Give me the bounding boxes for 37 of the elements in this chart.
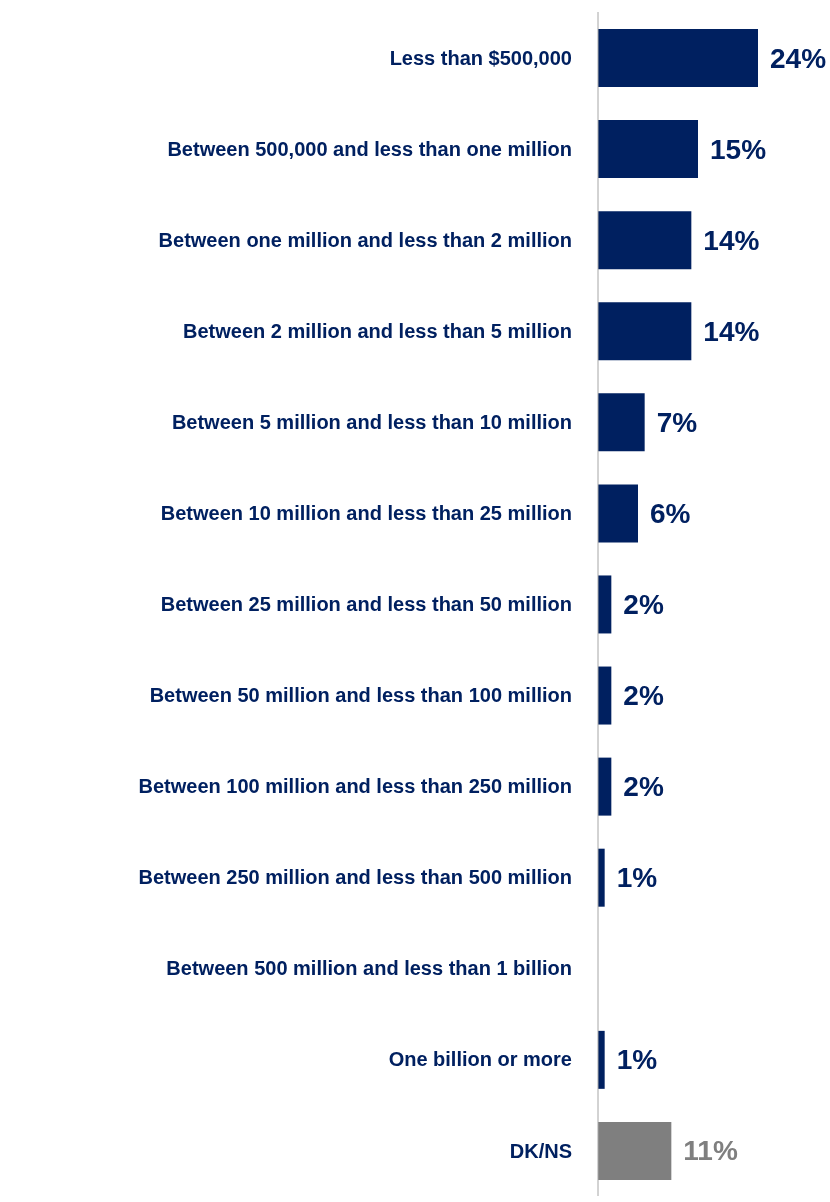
y-tick-label: Between 500 million and less than 1 billion: [166, 957, 572, 980]
data-label: 2%: [623, 680, 664, 712]
bar: [598, 1121, 672, 1180]
data-label: 11%: [683, 1135, 738, 1167]
bar: [598, 484, 638, 543]
bar: [598, 757, 612, 816]
y-tick-label: Between 250 million and less than 500 million: [138, 866, 572, 889]
data-label: 15%: [710, 133, 767, 165]
y-tick-label: DK/NS: [509, 1139, 572, 1162]
y-tick-label: Between 25 million and less than 50 million: [160, 593, 572, 616]
y-tick-label: Less than $500,000: [389, 46, 572, 69]
y-tick-label: Between 50 million and less than 100 million: [149, 684, 572, 707]
y-tick-label: Between 5 million and less than 10 million: [171, 410, 572, 433]
bar: [598, 1030, 605, 1089]
bar: [598, 120, 698, 179]
data-label: 24%: [770, 42, 827, 74]
y-tick-label: Between 10 million and less than 25 million: [160, 502, 572, 525]
y-tick-label: One billion or more: [388, 1048, 572, 1071]
bar: [598, 666, 612, 725]
bar: [598, 393, 645, 452]
data-label: 6%: [650, 497, 691, 529]
bar: [598, 211, 692, 270]
bar: [598, 302, 692, 361]
bar: [598, 575, 612, 634]
data-label: 1%: [616, 862, 658, 894]
y-tick-label: Between one million and less than 2 million: [158, 228, 572, 251]
y-tick-label: Between 2 million and less than 5 million: [183, 319, 572, 342]
y-tick-label: Between 100 million and less than 250 million: [138, 775, 572, 798]
data-label: 2%: [623, 771, 664, 803]
bar: [598, 29, 758, 87]
data-label: 14%: [703, 224, 760, 256]
data-label: 7%: [656, 406, 698, 438]
data-label: 14%: [703, 315, 760, 347]
bar: [598, 848, 605, 907]
data-label: 2%: [623, 588, 664, 620]
y-tick-label: Between 500,000 and less than one million: [167, 137, 572, 160]
data-label: 1%: [616, 1044, 658, 1076]
